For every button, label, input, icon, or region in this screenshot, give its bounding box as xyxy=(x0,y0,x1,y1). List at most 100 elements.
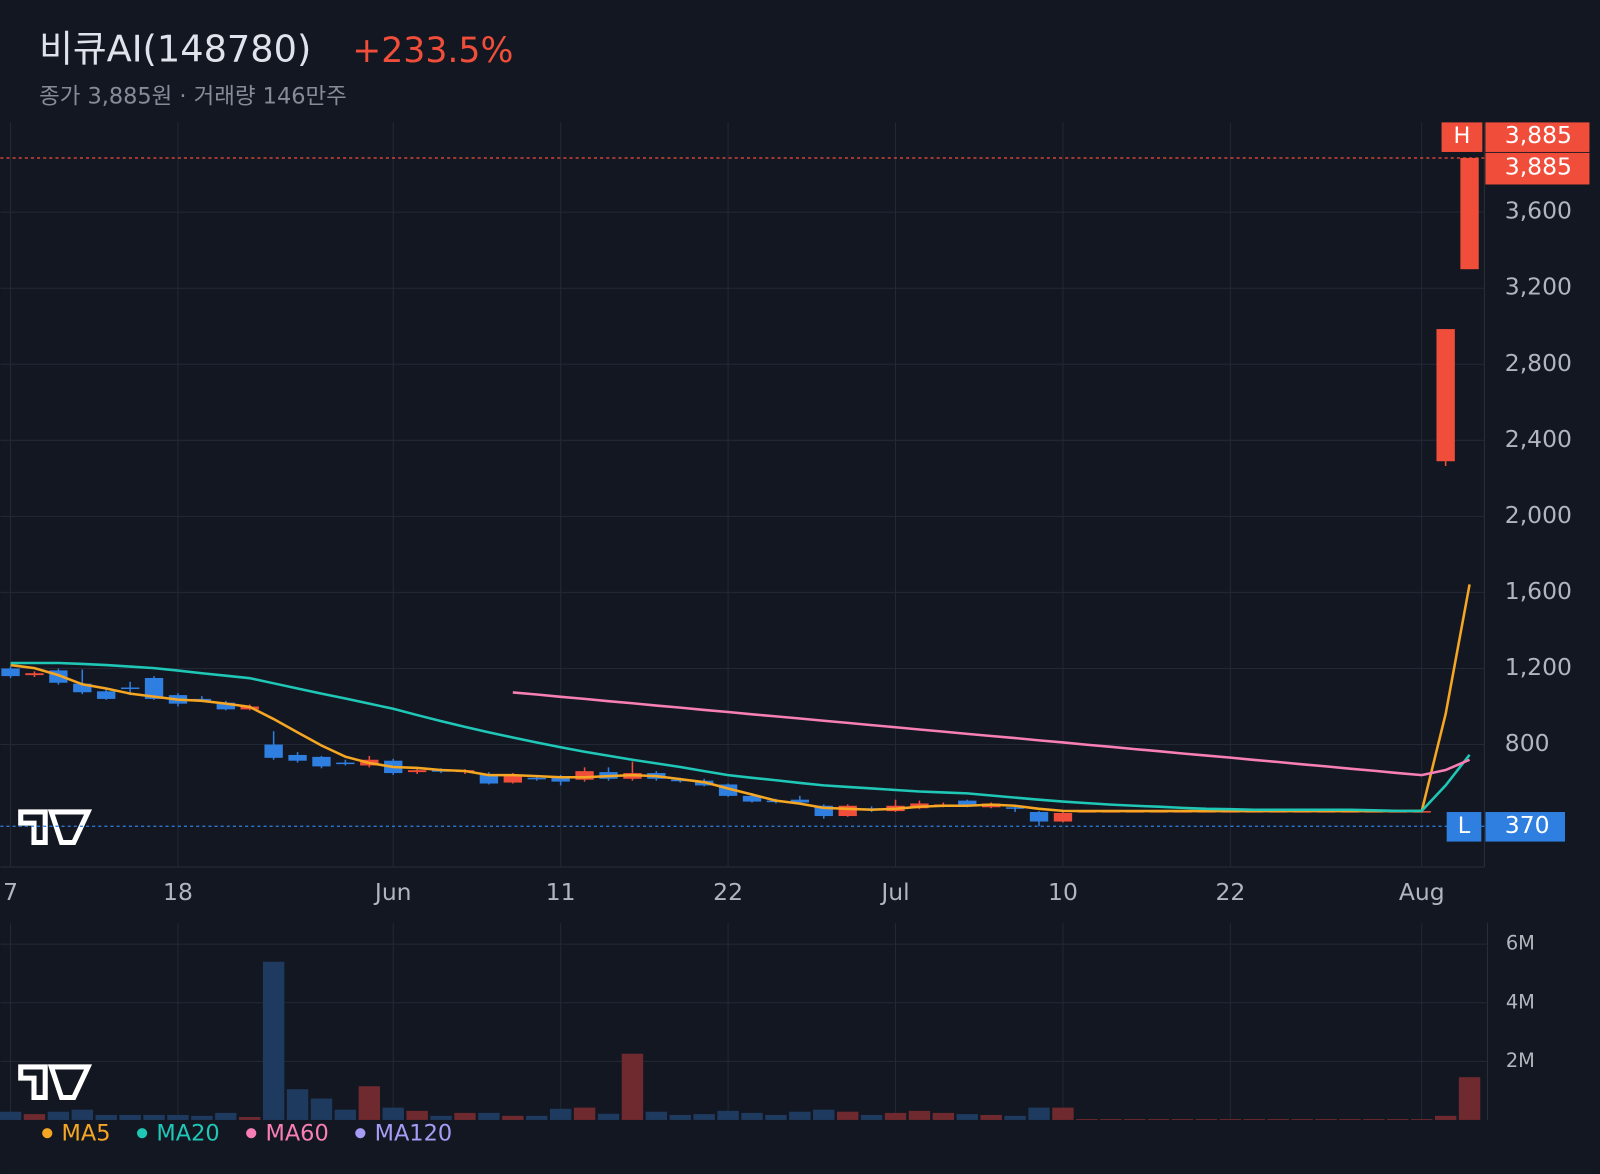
legend-label: MA60 xyxy=(266,1121,329,1147)
volume-bar xyxy=(406,1110,428,1120)
legend-label: MA5 xyxy=(62,1121,111,1147)
volume-bar xyxy=(1100,1119,1122,1120)
candle-body xyxy=(336,762,355,765)
candle-body xyxy=(958,800,977,806)
y-tick-label: 2,000 xyxy=(1505,501,1572,529)
y-tick-label: 3,600 xyxy=(1505,197,1572,225)
candle-body xyxy=(1005,807,1025,809)
volume-bar xyxy=(693,1114,715,1120)
volume-bar xyxy=(765,1114,787,1120)
volume-bar xyxy=(262,961,285,1120)
volume-bar xyxy=(478,1112,500,1120)
volume-bar xyxy=(1387,1119,1409,1120)
volume-bar xyxy=(1267,1119,1289,1120)
volume-bar xyxy=(502,1115,524,1120)
last-price-label: 3,885 xyxy=(1505,153,1572,181)
ma-line xyxy=(512,691,1471,777)
y-tick-label: 2,800 xyxy=(1505,349,1572,377)
candle-body xyxy=(73,683,92,693)
candle-body xyxy=(120,687,140,690)
x-tick-label: Jun xyxy=(373,878,412,906)
volume-bar xyxy=(0,1111,22,1120)
volume-bar xyxy=(573,1107,596,1120)
volume-bar xyxy=(1076,1119,1098,1120)
volume-tick-label: 4M xyxy=(1506,990,1535,1013)
candle-body xyxy=(288,754,307,761)
candle-body xyxy=(216,702,235,710)
volume-bar xyxy=(1434,1115,1457,1120)
chart-title: 비큐AI(148780) xyxy=(39,27,311,70)
volume-bar xyxy=(1315,1119,1337,1120)
volume-bar xyxy=(980,1114,1002,1120)
volume-bar xyxy=(310,1098,333,1120)
volume-bar xyxy=(549,1108,572,1120)
volume-bar xyxy=(645,1111,668,1120)
candle-body xyxy=(97,691,116,699)
volume-bar xyxy=(454,1112,476,1120)
candle-body xyxy=(503,774,523,783)
candle-body xyxy=(718,784,738,796)
volume-bar xyxy=(1243,1119,1266,1120)
volume-bar xyxy=(1004,1115,1026,1120)
volume-bar xyxy=(1123,1119,1146,1120)
candle-body xyxy=(407,770,427,773)
volume-bar xyxy=(741,1112,763,1120)
volume-bar xyxy=(860,1114,883,1120)
volume-bar xyxy=(717,1110,739,1120)
candle-body xyxy=(479,774,499,784)
x-tick-label: Jul xyxy=(879,878,909,906)
volume-bar xyxy=(382,1107,404,1120)
candle-body xyxy=(790,799,810,803)
legend-dot xyxy=(355,1128,366,1139)
volume-bar xyxy=(1411,1119,1433,1120)
volume-tick-label: 2M xyxy=(1506,1049,1535,1072)
volume-bar xyxy=(239,1117,261,1120)
chart-subtitle: 종가 3,885원 · 거래량 146만주 xyxy=(39,83,347,109)
volume-bar xyxy=(191,1115,213,1120)
candle-body xyxy=(25,673,44,676)
y-tick-label: 2,400 xyxy=(1505,425,1572,453)
volume-bar xyxy=(597,1113,620,1120)
legend-dot xyxy=(42,1128,53,1139)
ma-line xyxy=(10,661,1471,813)
legend-label: MA20 xyxy=(156,1121,219,1147)
volume-bar xyxy=(215,1112,237,1120)
last-price-box xyxy=(1485,152,1590,185)
volume-bar xyxy=(358,1086,381,1120)
x-tick-label: 10 xyxy=(1048,878,1078,906)
candle-body xyxy=(1029,812,1049,822)
candle-body xyxy=(838,805,857,817)
x-tick-label: 7 xyxy=(3,878,18,906)
low-badge xyxy=(1446,812,1482,842)
x-tick-label: 18 xyxy=(163,878,193,906)
legend-label: MA120 xyxy=(375,1121,452,1147)
volume-bar xyxy=(23,1114,46,1120)
high-badge xyxy=(1441,122,1483,152)
volume-bar xyxy=(1195,1119,1218,1120)
candle-body xyxy=(1460,157,1479,270)
low-price-label: 370 xyxy=(1505,811,1550,839)
tv-logo xyxy=(18,1064,93,1101)
volume-bar xyxy=(1052,1107,1074,1120)
high-badge-tag: H xyxy=(1454,123,1471,149)
volume-bar xyxy=(71,1109,93,1120)
volume-bar xyxy=(1171,1119,1194,1120)
volume-bar xyxy=(1147,1119,1170,1120)
candle-body xyxy=(264,744,283,758)
volume-bar xyxy=(669,1114,691,1120)
tv-logo xyxy=(18,809,93,846)
volume-tick-label: 6M xyxy=(1506,932,1535,955)
volume-bar xyxy=(1291,1119,1313,1120)
volume-bar xyxy=(621,1053,644,1120)
candle-body xyxy=(144,677,164,699)
volume-bar xyxy=(884,1112,907,1120)
x-tick-label: Aug xyxy=(1399,878,1445,906)
ma-line xyxy=(10,584,1471,813)
volume-bar xyxy=(813,1109,835,1120)
volume-bar xyxy=(119,1114,141,1120)
volume-bar xyxy=(334,1109,357,1120)
volume-bar xyxy=(956,1114,978,1120)
